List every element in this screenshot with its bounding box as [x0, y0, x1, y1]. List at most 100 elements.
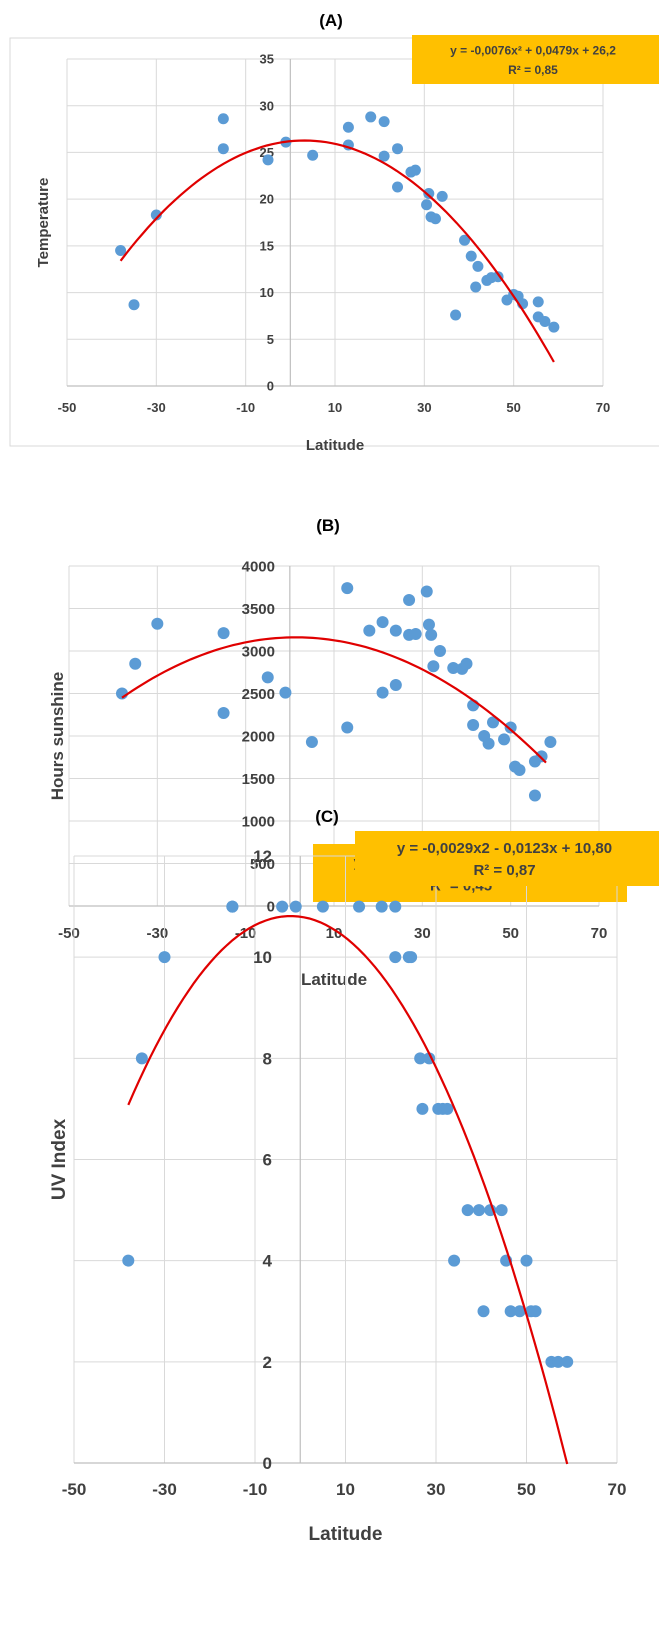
x-tick-label: -30 [146, 925, 168, 942]
trendline [121, 636, 547, 764]
x-axis-label: Latitude [309, 1524, 383, 1545]
data-point [129, 657, 142, 670]
y-tick-label: 10 [260, 285, 274, 300]
data-point [535, 750, 548, 763]
y-tick-label: 4000 [242, 558, 275, 575]
y-axis-label: Hours sunshine [48, 672, 67, 800]
x-tick-label: 70 [596, 400, 610, 415]
data-point [150, 209, 162, 221]
x-tick-label: 30 [414, 925, 431, 942]
x-tick-label: -10 [243, 1480, 268, 1499]
r-squared-label: R² = 0,85 [508, 63, 558, 77]
data-point [392, 181, 404, 193]
data-point [403, 594, 416, 606]
data-point [122, 1254, 135, 1267]
data-point [217, 143, 229, 155]
data-point [414, 1052, 427, 1065]
data-point [353, 900, 366, 913]
x-tick-label: -30 [147, 400, 166, 415]
data-point [307, 149, 319, 161]
trendline [119, 139, 555, 363]
x-tick-label: 50 [506, 400, 520, 415]
x-tick-label: 10 [328, 400, 342, 415]
y-tick-label: 10 [253, 948, 272, 967]
data-point [389, 624, 402, 637]
x-tick-label: -50 [62, 1480, 87, 1499]
data-point [389, 951, 402, 964]
data-point [504, 721, 517, 734]
x-tick-label: -50 [58, 925, 80, 942]
data-point [487, 716, 499, 729]
data-point [450, 309, 462, 321]
data-point [416, 1102, 429, 1115]
x-tick-label: -30 [152, 1480, 177, 1499]
x-tick-label: -50 [58, 400, 77, 415]
data-point [135, 1052, 148, 1065]
data-point [341, 721, 354, 734]
trendline [127, 915, 569, 1465]
data-point [421, 199, 433, 211]
y-tick-label: 2 [263, 1353, 272, 1372]
y-tick-label: 0 [263, 1454, 272, 1473]
data-point [375, 900, 388, 913]
data-point [276, 900, 289, 913]
y-tick-label: 5 [267, 332, 274, 347]
data-point [425, 628, 438, 641]
y-tick-label: 1500 [242, 771, 275, 788]
y-axis-label: Temperature [35, 178, 52, 268]
data-point [472, 1204, 485, 1217]
data-point [226, 900, 239, 913]
y-tick-label: 500 [250, 856, 275, 873]
data-point [434, 645, 446, 657]
x-tick-label: 50 [517, 1480, 536, 1499]
data-point [513, 1305, 526, 1318]
chart-title: (B) [316, 516, 340, 535]
equation-box [355, 831, 659, 886]
x-tick-label: 70 [591, 925, 608, 942]
data-point [420, 585, 433, 598]
data-point [289, 900, 302, 913]
data-point [544, 735, 557, 748]
data-point [467, 718, 480, 731]
data-point [472, 260, 484, 272]
y-tick-label: 6 [263, 1150, 272, 1169]
y-tick-label: 30 [260, 98, 274, 113]
data-point [378, 150, 390, 162]
data-point [482, 737, 495, 750]
data-point [552, 1355, 565, 1368]
data-point [261, 671, 274, 684]
data-point [128, 299, 140, 311]
data-point [378, 116, 390, 128]
data-point [470, 281, 482, 293]
y-tick-label: 2000 [242, 728, 275, 745]
data-point [477, 1305, 490, 1318]
data-point [363, 624, 376, 637]
data-point [392, 143, 404, 155]
data-point [436, 190, 448, 202]
data-point [365, 111, 377, 123]
data-point [409, 628, 422, 640]
x-tick-label: 70 [608, 1480, 627, 1499]
data-point [217, 707, 230, 720]
data-point [423, 188, 435, 200]
data-point [461, 1204, 474, 1217]
data-point [528, 789, 541, 802]
y-tick-label: 4 [263, 1252, 273, 1271]
data-point [341, 582, 354, 595]
y-tick-label: 12 [253, 847, 272, 866]
y-tick-label: 3000 [242, 643, 275, 660]
data-point [389, 679, 402, 691]
data-point [262, 154, 274, 166]
data-point [520, 1254, 533, 1267]
data-point [158, 951, 171, 964]
data-point [342, 121, 354, 133]
data-point [430, 213, 441, 225]
data-point [422, 618, 435, 631]
data-point [561, 1355, 574, 1368]
x-tick-label: 10 [336, 1480, 355, 1499]
y-tick-label: 1000 [242, 813, 275, 830]
x-axis-label: Latitude [306, 437, 364, 454]
y-tick-label: 0 [267, 898, 275, 915]
data-point [217, 627, 230, 640]
